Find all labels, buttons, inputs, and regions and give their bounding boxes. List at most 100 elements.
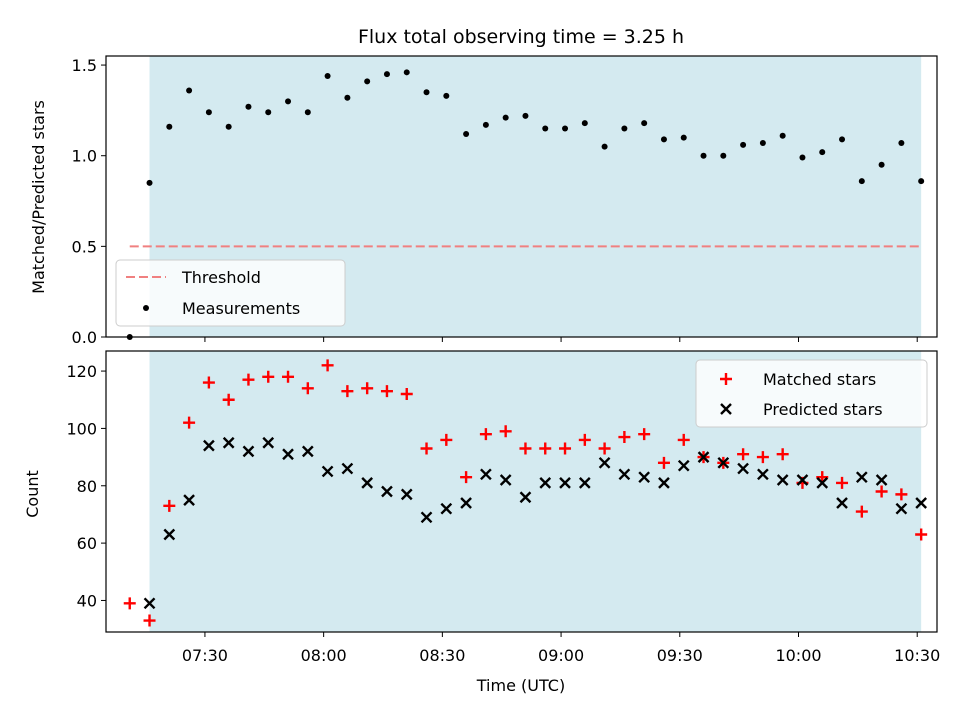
- matched-star-point: [618, 431, 631, 444]
- y-tick-label: 1.5: [72, 56, 97, 75]
- predicted-star-point: [737, 462, 749, 475]
- predicted-star-point: [717, 456, 730, 469]
- legend-measurement-swatch: [143, 305, 149, 311]
- predicted-star-point: [183, 494, 195, 506]
- predicted-star-point: [222, 436, 235, 449]
- matched-star-point: [440, 433, 453, 446]
- predicted-star-point: [855, 471, 868, 484]
- matched-star-point: [855, 505, 868, 518]
- matched-star-point: [242, 373, 255, 386]
- predicted-star-point: [697, 451, 710, 463]
- measurement-point: [918, 178, 925, 185]
- matched-star-point: [183, 416, 196, 429]
- measurement-point: [522, 112, 529, 119]
- predicted-star-point: [440, 502, 453, 515]
- measurement-point: [779, 132, 786, 139]
- measurement-point: [423, 89, 430, 96]
- measurement-point: [878, 161, 885, 168]
- x-tick-label: 09:30: [657, 646, 703, 665]
- measurement-point: [542, 125, 549, 132]
- predicted-star-point: [638, 471, 651, 484]
- predicted-star-point: [598, 456, 611, 469]
- y-tick-label: 120: [66, 362, 97, 381]
- measurement-point: [740, 141, 747, 148]
- matched-star-point: [163, 499, 176, 512]
- measurement-point: [186, 87, 193, 94]
- matched-star-point: [301, 382, 314, 395]
- y-tick-label: 40: [77, 591, 97, 610]
- matched-star-point: [222, 393, 235, 406]
- measurement-point: [858, 178, 865, 185]
- legend-predicted-label: Predicted stars: [763, 400, 883, 419]
- y-tick-label: 100: [66, 419, 97, 438]
- predicted-star-point: [460, 497, 472, 509]
- measurement-point: [166, 123, 173, 130]
- predicted-star-point: [519, 491, 532, 504]
- measurement-point: [304, 109, 311, 116]
- measurement-point: [700, 152, 707, 159]
- measurement-point: [205, 109, 212, 116]
- measurement-point: [839, 136, 846, 143]
- predicted-star-point: [757, 468, 769, 481]
- predicted-star-point: [420, 511, 433, 524]
- legend-bottom: Matched stars Predicted stars: [695, 359, 928, 428]
- x-tick-label: 10:30: [894, 646, 940, 665]
- matched-star-point: [341, 385, 354, 398]
- matched-star-point: [598, 442, 611, 455]
- matched-star-point: [776, 448, 789, 461]
- matched-star-point: [816, 471, 829, 484]
- x-tick-label: 09:00: [538, 646, 584, 665]
- measurement-point: [641, 120, 648, 127]
- measurement-point: [680, 134, 687, 141]
- matched-star-point: [836, 476, 849, 489]
- matched-star-point: [519, 442, 532, 455]
- matched-star-point: [380, 385, 393, 398]
- measurement-point: [364, 78, 371, 85]
- matched-star-point: [321, 359, 334, 372]
- predicted-star-point: [262, 436, 275, 449]
- measurement-point: [621, 125, 628, 132]
- matched-star-point: [578, 433, 591, 446]
- top-y-axis-label: Matched/Predicted stars: [29, 100, 48, 294]
- measurement-point: [324, 72, 331, 79]
- measurement-point: [482, 121, 489, 128]
- legend-measurement-label: Measurements: [182, 299, 300, 318]
- predicted-star-point: [361, 477, 374, 489]
- measurement-point: [265, 109, 272, 116]
- predicted-star-point: [321, 465, 334, 478]
- predicted-star-point: [301, 445, 314, 458]
- predicted-star-point: [282, 448, 294, 461]
- predicted-star-point: [242, 445, 255, 458]
- matched-star-point: [756, 451, 769, 464]
- matched-star-point: [282, 370, 295, 383]
- x-tick-label: 08:30: [419, 646, 465, 665]
- y-tick-label: 80: [77, 477, 97, 496]
- predicted-star-point: [677, 459, 690, 472]
- matched-star-point: [677, 433, 690, 446]
- y-tick-label: 1.0: [72, 147, 97, 166]
- measurement-point: [898, 140, 905, 147]
- matched-star-point: [123, 597, 136, 610]
- measurement-point: [403, 69, 410, 76]
- predicted-star-point: [875, 474, 888, 486]
- predicted-star-point: [559, 477, 571, 489]
- matched-star-point: [559, 442, 572, 455]
- predicted-star-point: [400, 488, 413, 501]
- predicted-star-point: [499, 474, 512, 486]
- matched-star-point: [499, 425, 512, 438]
- predicted-star-point: [895, 502, 908, 515]
- axes-frame: [105, 350, 938, 633]
- measurement-point: [383, 71, 390, 78]
- measurement-point: [344, 94, 351, 101]
- legend-matched-swatch: [720, 373, 732, 385]
- matched-star-point: [539, 442, 552, 455]
- predicted-star-point: [796, 474, 809, 486]
- predicted-star-point: [381, 485, 393, 498]
- predicted-star-point: [618, 468, 631, 481]
- measurement-point: [285, 98, 292, 105]
- x-tick-label: 10:00: [775, 646, 821, 665]
- matched-star-point: [875, 485, 888, 498]
- measurement-point: [660, 136, 667, 143]
- bottom-panel: 40 60 80 100 120 07:30 08:00 08:30 09:00 09:30 10:…: [66, 350, 940, 665]
